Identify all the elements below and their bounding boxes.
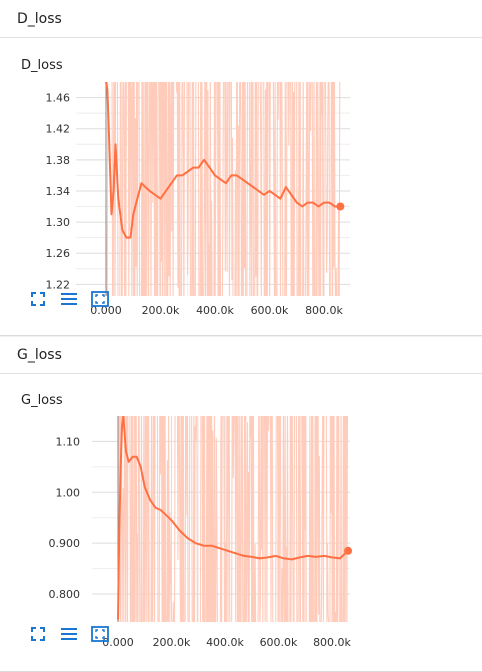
smoothed-series: [117, 416, 349, 620]
y-tick-label: 1.10: [56, 435, 81, 448]
list-icon: [61, 293, 77, 305]
x-tick-label: 0.000: [102, 636, 134, 649]
list-icon: [61, 628, 77, 640]
y-tick-label: 1.34: [46, 185, 71, 198]
y-tick-label: 1.30: [46, 216, 71, 229]
x-tick-label: 800.0k: [305, 304, 343, 317]
fit-domain-icon: [91, 291, 109, 307]
chart-title: D_loss: [21, 58, 63, 73]
chart-toolbar: [29, 290, 122, 308]
x-tick-label: 400.0k: [196, 304, 234, 317]
y-tick-label: 0.900: [49, 537, 81, 550]
last-point-marker: [336, 202, 345, 211]
last-point-marker: [344, 546, 353, 555]
expand-icon: [31, 292, 45, 306]
expand-button[interactable]: [29, 625, 47, 643]
x-tick-label: 600.0k: [251, 304, 289, 317]
y-tick-label: 1.00: [56, 486, 81, 499]
smoothed-line: [105, 82, 341, 239]
fit-domain-button[interactable]: [91, 290, 109, 308]
fit-domain-button[interactable]: [91, 625, 109, 643]
x-tick-label: 600.0k: [260, 636, 298, 649]
chart-card-d-loss: D_loss 1.22 1.26 1.30 1.34 1.38 1.42 1.46 0.000…: [0, 38, 482, 336]
raw-line: [105, 82, 341, 296]
y-tick-label: 1.22: [46, 278, 71, 291]
g-loss-chart[interactable]: 0.800 0.900 1.00 1.10 0.000 200.0k 400.0k 600.0…: [0, 412, 482, 662]
d-loss-chart[interactable]: 1.22 1.26 1.30 1.34 1.38 1.42 1.46 0.000 200.0k 4…: [0, 78, 482, 328]
chart-card-g-loss: G_loss 0.800 0.900 1.00 1.10 0.000 200.0k 400.…: [0, 374, 482, 672]
x-tick-label: 800.0k: [313, 636, 351, 649]
raw-series: [105, 82, 341, 296]
x-tick-label: 200.0k: [153, 636, 191, 649]
x-tick-label: 400.0k: [206, 636, 244, 649]
y-tick-label: 1.38: [46, 154, 71, 167]
expand-icon: [31, 627, 45, 641]
chart-toolbar: [29, 625, 122, 643]
section-header-label: D_loss: [17, 11, 62, 27]
section-header-g-loss[interactable]: G_loss: [0, 337, 482, 374]
expand-button[interactable]: [29, 290, 47, 308]
fit-domain-icon: [91, 626, 109, 642]
section-header-label: G_loss: [17, 347, 62, 363]
y-tick-label: 1.26: [46, 247, 71, 260]
x-tick-label: 200.0k: [142, 304, 180, 317]
section-header-d-loss[interactable]: D_loss: [0, 0, 482, 38]
y-tick-label: 1.42: [46, 123, 71, 136]
smoothed-line: [117, 416, 349, 620]
chart-title: G_loss: [21, 393, 63, 408]
smoothed-series: [105, 82, 341, 239]
toggle-log-button[interactable]: [60, 625, 78, 643]
toggle-log-button[interactable]: [60, 290, 78, 308]
y-tick-label: 0.800: [49, 588, 81, 601]
y-tick-label: 1.46: [46, 92, 71, 105]
x-tick-label: 0.000: [90, 304, 122, 317]
